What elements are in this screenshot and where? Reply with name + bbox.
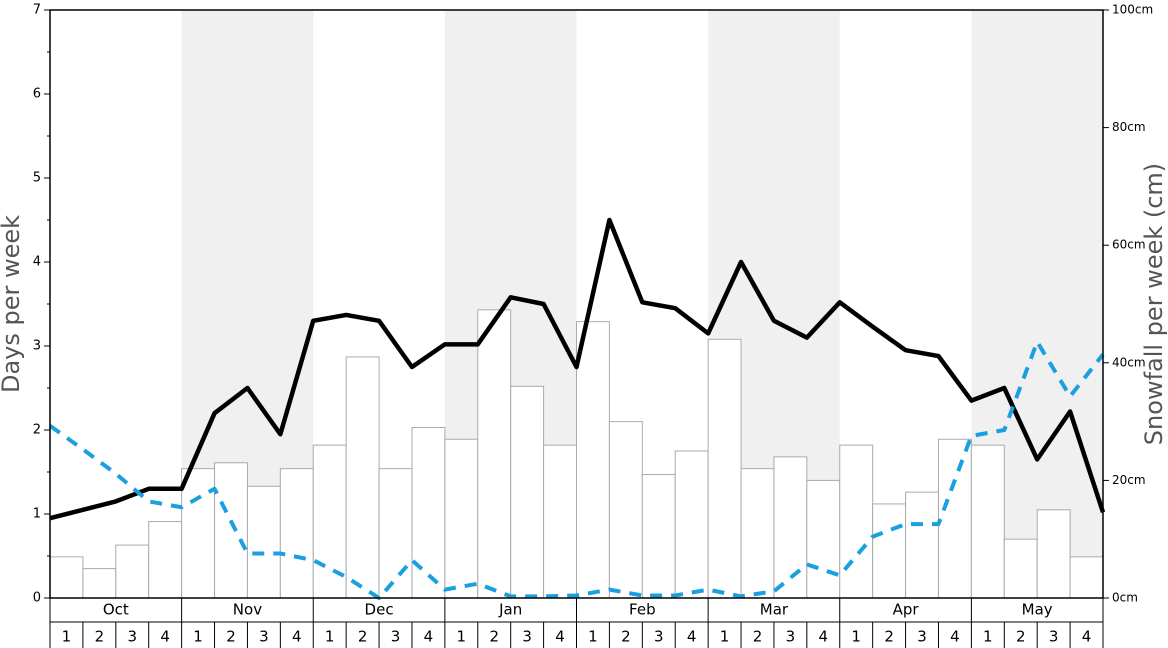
week-label: 2 <box>226 628 236 646</box>
y2-tick-label: 0cm <box>1112 591 1138 605</box>
week-label: 2 <box>1016 628 1026 646</box>
y2-tick-label: 60cm <box>1112 238 1146 252</box>
week-label: 4 <box>950 628 960 646</box>
week-label: 1 <box>588 628 598 646</box>
month-label: Nov <box>233 601 262 619</box>
week-label: 3 <box>259 628 269 646</box>
bar <box>806 479 841 599</box>
week-label: 3 <box>391 628 401 646</box>
week-label: 2 <box>884 628 894 646</box>
bar <box>477 309 512 599</box>
week-label: 1 <box>62 628 72 646</box>
month-label: Dec <box>365 601 394 619</box>
week-label: 2 <box>358 628 368 646</box>
bar <box>214 462 248 599</box>
week-label: 1 <box>325 628 335 646</box>
line <box>49 217 1106 521</box>
week-label: 4 <box>819 628 829 646</box>
bar <box>773 456 808 599</box>
month-label: May <box>1022 601 1053 619</box>
week-label: 2 <box>95 628 105 646</box>
bar <box>181 468 216 599</box>
bar <box>641 474 676 599</box>
bar <box>1003 538 1038 599</box>
bar <box>378 468 413 599</box>
bar <box>740 468 775 599</box>
bar <box>905 491 939 599</box>
y2-axis-label: Snowfall per week (cm) <box>1140 163 1168 445</box>
week-label: 1 <box>851 628 861 646</box>
bar <box>839 444 874 599</box>
y-tick-label: 2 <box>33 423 41 438</box>
y-tick-label: 7 <box>33 3 41 18</box>
week-label: 3 <box>127 628 137 646</box>
y-axis-label: Days per week <box>0 215 25 393</box>
y-tick-label: 4 <box>33 255 41 270</box>
bar <box>49 556 84 599</box>
y-tick-label: 0 <box>33 591 41 606</box>
week-label: 1 <box>983 628 993 646</box>
month-label: Jan <box>498 601 522 619</box>
bar <box>608 421 643 599</box>
week-label: 2 <box>489 628 499 646</box>
week-label: 1 <box>193 628 203 646</box>
bar <box>115 544 150 599</box>
month-label: Mar <box>760 601 789 619</box>
bar <box>444 438 479 599</box>
y2-tick-label: 80cm <box>1112 120 1146 134</box>
week-label: 4 <box>1082 628 1092 646</box>
bar <box>970 444 1005 599</box>
y-tick-label: 6 <box>33 87 41 102</box>
bar <box>576 321 610 599</box>
y-tick-label: 5 <box>33 171 41 186</box>
week-label: 4 <box>160 628 170 646</box>
bar <box>707 338 742 599</box>
y2-tick-label: 100cm <box>1112 3 1153 17</box>
bar <box>1036 509 1071 599</box>
bar <box>872 503 907 599</box>
bar <box>279 468 314 599</box>
month-label: Feb <box>629 601 656 619</box>
week-label: 2 <box>621 628 631 646</box>
y-tick-label: 3 <box>33 339 41 354</box>
month-label: Apr <box>893 601 920 619</box>
y-tick-label: 1 <box>33 507 41 522</box>
week-label: 3 <box>654 628 664 646</box>
week-label: 4 <box>687 628 697 646</box>
bar <box>148 521 183 599</box>
week-label: 3 <box>1049 628 1059 646</box>
week-label: 4 <box>424 628 434 646</box>
bar <box>246 485 281 599</box>
y2-tick-label: 40cm <box>1112 355 1146 369</box>
week-label: 4 <box>292 628 302 646</box>
bar <box>1069 556 1104 599</box>
y2-tick-label: 20cm <box>1112 473 1146 487</box>
week-label: 3 <box>522 628 532 646</box>
bar <box>345 356 380 599</box>
bar <box>674 450 709 599</box>
week-label: 3 <box>786 628 796 646</box>
bar <box>937 438 972 599</box>
week-label: 2 <box>753 628 763 646</box>
week-label: 1 <box>720 628 730 646</box>
bar <box>82 568 117 599</box>
bar <box>543 444 577 599</box>
bar <box>411 426 446 599</box>
bar <box>510 385 545 599</box>
month-label: Oct <box>103 601 129 619</box>
week-label: 4 <box>555 628 565 646</box>
week-label: 1 <box>457 628 467 646</box>
line <box>48 339 1105 600</box>
week-label: 3 <box>917 628 927 646</box>
